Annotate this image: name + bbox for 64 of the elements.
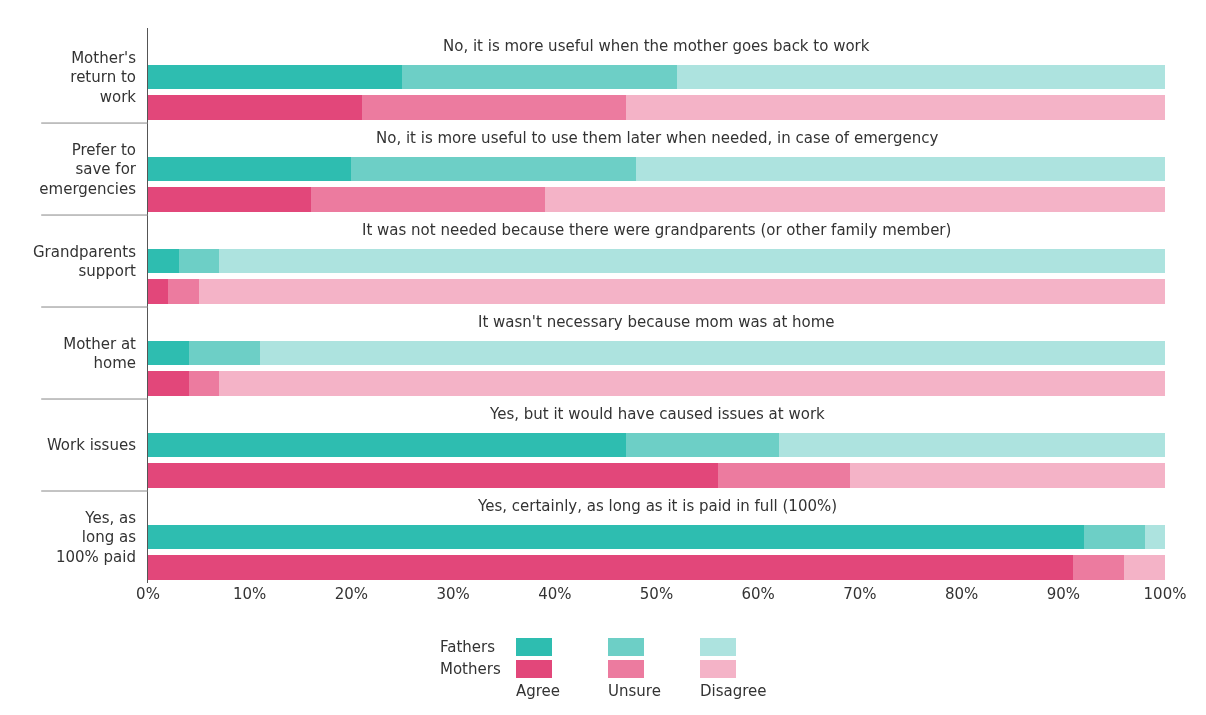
bar [148,156,352,182]
x-tick-label: 50% [639,585,674,603]
bar [1144,524,1165,550]
bar [1073,555,1125,580]
bar [849,463,1165,488]
bar [676,64,1165,90]
x-tick-label: 100% [1143,585,1187,603]
bar [259,340,1165,366]
y-tick-label: Yes, as long as 100% paid [55,508,137,566]
text: Fathers [440,638,497,656]
bar [198,279,1165,304]
bar [310,187,545,212]
bar [1124,555,1165,580]
bar [148,279,169,304]
bar [188,340,260,366]
legend-label: Disagree [700,682,768,700]
x-tick-label: 30% [436,585,470,603]
legend-label: Agree [516,682,562,700]
bar [168,279,199,304]
bar [148,555,1074,580]
bar [544,187,1165,212]
bar [778,432,1165,458]
bar [625,95,1165,120]
bar [188,371,220,396]
bar [717,463,850,488]
bar [402,64,677,90]
bar [148,340,189,366]
text: Mothers [440,660,502,678]
bar [636,156,1165,182]
x-tick-label: 0% [136,585,160,603]
x-tick-label: 90% [1046,585,1080,603]
bar [148,524,1084,550]
y-tick-label: Work issues [46,436,137,455]
x-tick-label: 20% [334,585,369,603]
x-tick-label: 70% [843,585,877,603]
bar [219,371,1165,396]
bar [351,156,637,182]
legend-label: Unsure [608,682,662,700]
y-tick-label: Prefer to save for emergencies [39,140,137,198]
x-tick-label: 10% [233,585,267,603]
annotation: Yes, but it would have caused issues at work [489,405,826,423]
annotation: No, it is more useful to use them later when needed, in case of emergency [376,129,939,147]
bar [1083,524,1145,550]
bar [148,432,626,458]
x-tick-label: 60% [741,585,775,603]
bar [148,187,311,212]
bar [148,463,718,488]
bar [148,95,362,120]
x-tick-label: 40% [538,585,572,603]
annotation: It was not needed because there were grandparents (or other family member) [362,221,952,239]
bar [148,64,403,90]
x-tick-label: 80% [944,585,979,603]
annotation: No, it is more useful when the mother goes back to work [443,37,870,55]
y-tick-label: Grandparents support [33,242,137,281]
bar [148,248,179,274]
annotation: It wasn't necessary because mom was at home [478,313,835,331]
y-tick-label: Mother at home [63,334,137,373]
bar [148,371,189,396]
y-tick-label: Mother's return to work [70,48,137,106]
bar [625,432,779,458]
bar [219,248,1165,274]
bar [361,95,626,120]
bar [178,248,220,274]
annotation: Yes, certainly, as long as it is paid in full (100%) [477,497,838,515]
